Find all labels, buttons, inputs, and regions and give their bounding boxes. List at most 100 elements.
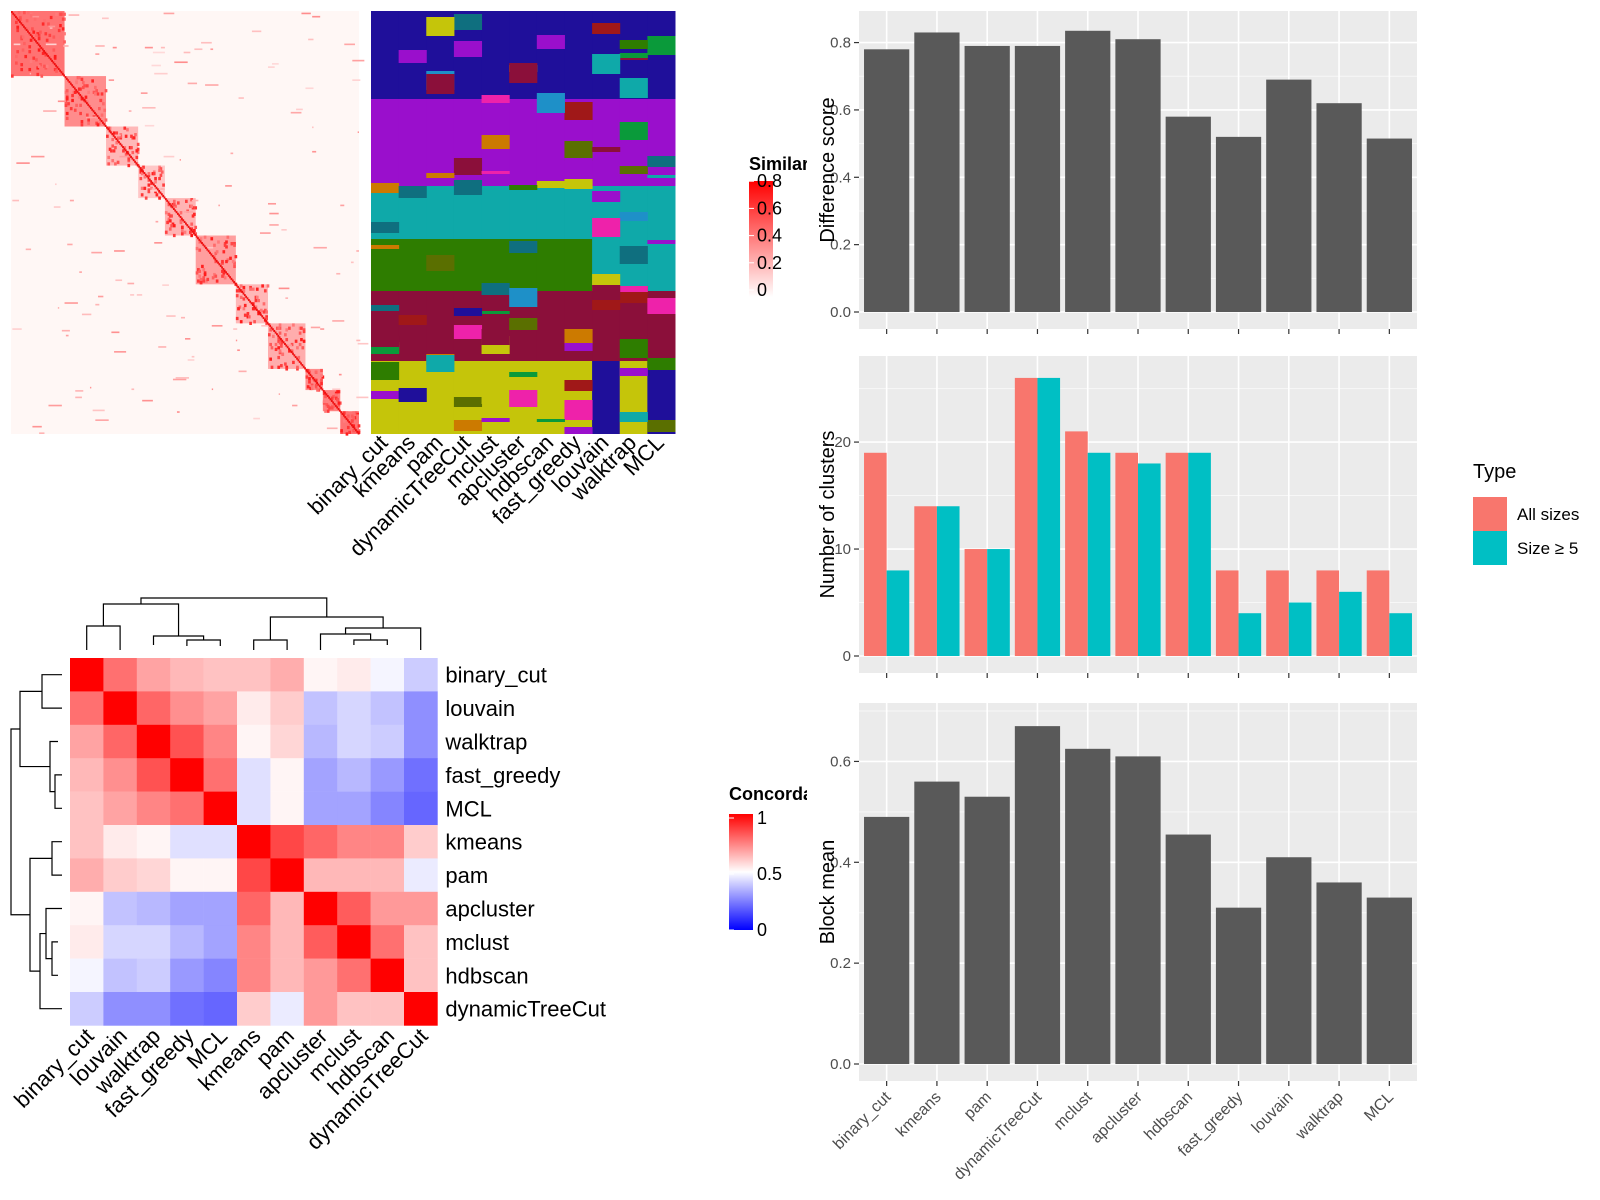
similarity-diagonal [263,318,266,321]
dendrogram-link [39,932,62,1010]
similarity-cell [69,106,73,111]
similarity-cell [147,189,151,194]
similarity-cell [127,282,135,285]
concordance-cell [270,858,305,893]
similarity-diagonal [159,191,162,194]
membership-cell [647,99,676,186]
similarity-cell [168,214,172,218]
similarity-cell [73,90,77,94]
similarity-cell [75,103,78,107]
similarity-diagonal [229,276,232,279]
similarity-diagonal [289,349,292,352]
similarity-cell [144,46,153,49]
similarity-cell [57,28,61,33]
similarity-diagonal [83,98,86,101]
concordance-cell [70,858,104,893]
membership-cell [509,372,538,377]
similarity-diagonal [171,206,174,209]
similarity-cell [11,74,14,78]
similarity-cell [112,149,116,153]
similarity-cell [202,279,206,283]
similarity-cell [253,320,256,324]
similarity-cell [37,37,41,41]
concordance-cell [303,925,338,959]
similarity-cell [308,38,314,41]
y-tick-label: 0.8 [830,35,851,52]
similarity-cell [20,63,24,67]
concordance-colorbar [729,814,753,930]
concordance-cell [303,858,338,893]
similarity-cell [81,85,85,90]
membership-cell [426,74,455,94]
similarity-diagonal [332,401,335,404]
similarity-cell [278,323,282,327]
concordance-cell [404,825,438,859]
similarity-cell [44,32,48,36]
membership-cell [592,218,621,237]
concordance-cell [136,658,171,692]
similarity-diagonal [251,303,254,306]
similarity-diagonal [320,386,323,389]
bar-all-sizes [864,452,887,656]
similarity-cell [210,48,214,51]
similarity-cell [96,123,100,127]
similarity-cell [79,103,82,107]
similarity-diagonal [36,41,39,45]
concordance-cell [303,791,338,826]
similarity-cell [242,307,246,311]
similarity-diagonal [259,313,262,316]
concordance-cell [170,791,204,826]
concordance-cell [136,791,171,826]
dendrogram-link [186,639,221,646]
similarity-cell [41,51,45,55]
similarity-diagonal [317,383,320,386]
concordance-cell [70,691,104,726]
similarity-diagonal [39,45,41,48]
similarity-cell [340,204,345,207]
similarity-cell [100,92,104,96]
similarity-diagonal [80,95,83,98]
similarity-cell [142,399,153,402]
concordance-cell [337,791,371,826]
concordance-cell [337,825,371,859]
membership-cell [647,239,676,291]
similarity-diagonal [221,266,223,269]
similarity-cell [16,50,20,54]
concordance-cell [237,891,271,926]
similarity-cell [183,51,191,54]
similarity-diagonal [67,79,70,82]
concordance-cell [404,791,438,826]
similarity-cell [217,240,220,244]
similarity-diagonal [253,305,256,308]
concordance-cell [270,891,305,926]
membership-cell [536,419,565,422]
similarity-diagonal [354,429,357,432]
similarity-diagonal [76,90,79,93]
similarity-cell [99,98,103,103]
membership-cell [592,99,621,186]
similarity-diagonal [49,58,52,61]
similarity-cell [356,396,369,399]
concordance-cell [70,724,104,759]
similarity-diagonal [290,351,293,354]
similarity-diagonal [59,69,62,72]
concordance-row-label: apcluster [445,897,534,922]
similarity-diagonal [217,261,219,264]
membership-cell [536,291,565,361]
concordance-cell [404,758,438,792]
similarity-cell [140,193,144,197]
dendrogram-link [253,639,288,650]
similarity-cell [312,15,321,18]
bar [864,816,910,1064]
similarity-cell [225,240,228,244]
similarity-diagonal [123,147,126,150]
similarity-diagonal [19,20,21,23]
similarity-cell [298,342,302,347]
similarity-cell [172,202,176,207]
similarity-diagonal [326,394,329,398]
concordance-row-label: fast_greedy [445,763,560,788]
similarity-diagonal [334,404,337,407]
similarity-cell [57,307,60,309]
membership-cell [398,291,427,361]
